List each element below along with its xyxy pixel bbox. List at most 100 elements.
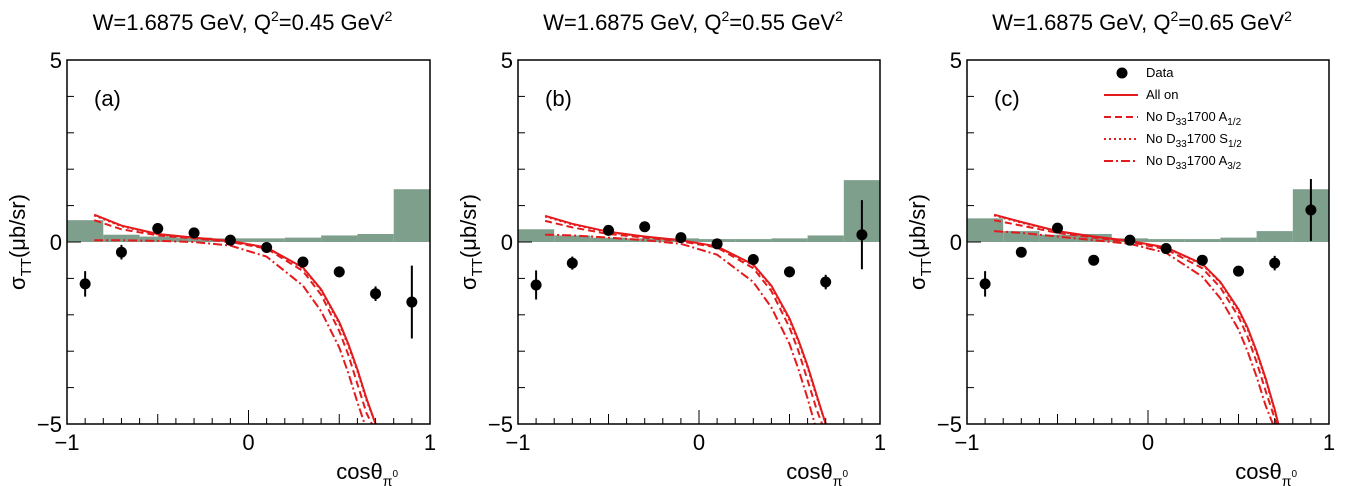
x-axis-title: cosθπ0	[786, 459, 848, 486]
systematic-bar	[590, 237, 627, 242]
systematic-bar	[1003, 231, 1040, 242]
systematic-bar	[103, 234, 140, 242]
panel-title: W=1.6875 GeV, Q2=0.65 GeV2	[992, 8, 1292, 35]
text-span: σ	[5, 276, 30, 290]
curve-dashdot	[994, 230, 1274, 425]
systematic-bar	[248, 238, 285, 242]
model-curves	[544, 214, 827, 425]
text-span: 2	[1284, 8, 1292, 24]
legend-entry-dashed: No D331700 A1/2	[1104, 109, 1242, 128]
curve-dashed	[993, 219, 1278, 425]
x-axis-title: cosθπ0	[1235, 459, 1297, 486]
legend-label: Data	[1146, 65, 1174, 80]
data-point	[979, 278, 991, 290]
text-span: σ	[456, 276, 481, 290]
curve-dashdot	[94, 239, 366, 425]
panel-title: W=1.6875 GeV, Q2=0.55 GeV2	[543, 8, 843, 35]
y-axis-title: σTT(μb/sr)	[5, 194, 35, 290]
data-point	[856, 229, 868, 241]
text-span: 33	[1176, 139, 1188, 150]
text-span: 0	[1291, 469, 1297, 480]
data-point	[370, 288, 382, 300]
systematic-band	[967, 189, 1329, 242]
x-tick-label: 0	[242, 430, 254, 455]
text-span: (μb/sr)	[456, 194, 481, 258]
data-point	[297, 256, 309, 268]
y-axis-title: σTT(μb/sr)	[905, 194, 935, 290]
text-span: (μb/sr)	[5, 194, 30, 258]
curve-dotted	[544, 215, 827, 425]
y-tick-label: 0	[950, 230, 962, 255]
data-point	[711, 238, 723, 250]
x-tick-label: 1	[1323, 430, 1335, 455]
panel-title: W=1.6875 GeV, Q2=0.45 GeV2	[93, 8, 393, 35]
text-span: 2	[721, 8, 729, 24]
legend-label: All on	[1146, 87, 1179, 102]
text-span: 1/2	[1227, 117, 1241, 128]
curve-dashed	[93, 219, 373, 425]
legend-label: No D331700 A1/2	[1146, 109, 1242, 128]
data-point	[675, 232, 687, 244]
axis-ticks	[517, 59, 881, 425]
data-point	[603, 224, 614, 236]
text-span: Data	[1146, 65, 1174, 80]
systematic-bar	[967, 218, 1004, 242]
text-span: W=1.6875 GeV, Q	[543, 10, 721, 35]
model-curves	[993, 213, 1280, 425]
y-tick-label: −5	[488, 412, 513, 437]
text-span: TT	[469, 258, 486, 276]
systematic-bar	[626, 238, 663, 242]
text-span: π	[1282, 473, 1292, 486]
systematic-bar	[735, 239, 772, 242]
data-point	[530, 279, 542, 291]
text-span: cosθ	[336, 459, 382, 484]
x-tick-label: 1	[424, 430, 436, 455]
systematic-bar	[175, 237, 213, 242]
y-tick-label: 5	[501, 48, 513, 73]
systematic-bar	[67, 220, 104, 242]
panel-c: W=1.6875 GeV, Q2=0.65 GeV2−1 0 1−505(c)σTT…	[905, 8, 1335, 486]
text-span: =0.45 GeV	[279, 10, 385, 35]
x-tick-label: 1	[874, 430, 886, 455]
data-point	[1052, 222, 1063, 234]
legend-label: No D331700 S1/2	[1146, 131, 1242, 150]
panel-label: (b)	[545, 86, 572, 111]
systematic-bar	[357, 233, 394, 242]
data-point	[639, 221, 651, 233]
text-span: W=1.6875 GeV, Q	[93, 10, 271, 35]
curve-dashdot	[545, 233, 816, 425]
text-span: TT	[918, 258, 935, 276]
y-tick-label: 0	[50, 230, 62, 255]
data-point	[820, 276, 832, 288]
panel-label: (c)	[994, 86, 1020, 111]
y-tick-label: 5	[50, 48, 62, 73]
systematic-bar	[1184, 239, 1221, 242]
systematic-band	[67, 189, 430, 242]
systematic-bar	[1220, 237, 1257, 242]
x-tick-label: −1	[54, 430, 79, 455]
systematic-bar	[393, 189, 430, 242]
text-span: 2	[1170, 8, 1178, 24]
data-points	[530, 200, 868, 300]
text-span: 0	[842, 469, 848, 480]
y-axis-title: σTT(μb/sr)	[456, 194, 486, 290]
curve-dashed	[544, 219, 824, 425]
text-span: =0.55 GeV	[729, 10, 835, 35]
panel-a: W=1.6875 GeV, Q2=0.45 GeV2−1 0 1−505(a)σTT…	[5, 8, 436, 486]
data-point	[188, 227, 200, 239]
text-span: 1700 A	[1187, 153, 1228, 168]
legend-label: No D331700 A3/2	[1146, 153, 1242, 172]
data-point	[115, 246, 127, 258]
text-span: No D	[1146, 109, 1176, 124]
data-point	[1269, 257, 1281, 269]
text-span: W=1.6875 GeV, Q	[992, 10, 1170, 35]
data-points	[79, 223, 418, 339]
data-point	[152, 223, 164, 235]
systematic-bar	[321, 235, 358, 242]
text-span: No D	[1146, 153, 1176, 168]
legend-entry-dotted: No D331700 S1/2	[1104, 131, 1242, 150]
text-span: TT	[18, 258, 35, 276]
data-point	[1088, 254, 1100, 266]
